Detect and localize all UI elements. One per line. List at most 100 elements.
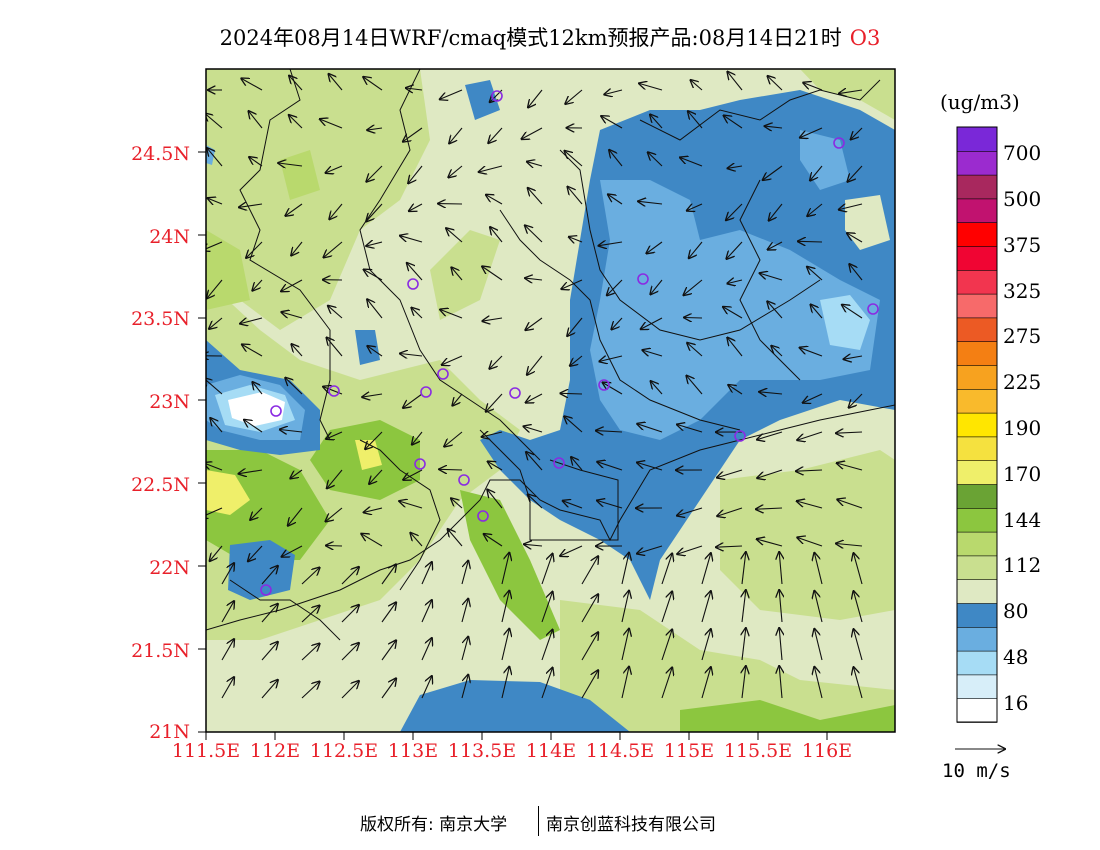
wind-arrow-icon xyxy=(461,675,468,699)
wind-arrow-icon xyxy=(796,470,823,471)
concentration-field xyxy=(206,69,895,732)
wind-arrow-icon xyxy=(488,462,503,471)
lon-tick-label: 112.5E xyxy=(309,740,379,762)
wind-arrow-icon xyxy=(581,594,598,623)
wind-arrow-icon xyxy=(412,431,423,445)
wind-arrow-icon xyxy=(797,501,823,509)
wind-arrow-icon xyxy=(261,604,278,623)
wind-arrow-icon xyxy=(406,88,423,90)
wind-arrow-icon xyxy=(814,629,823,661)
wind-arrow-icon xyxy=(661,630,672,661)
legend-label: 170 xyxy=(1003,462,1042,486)
wind-arrow-icon xyxy=(701,629,711,661)
legend-label: 375 xyxy=(1003,233,1042,257)
wind-arrow-icon xyxy=(442,355,463,365)
station-circle-icon xyxy=(734,430,746,442)
wind-arrow-icon xyxy=(854,667,863,699)
wind-arrow-icon xyxy=(490,355,503,369)
wind-arrow-icon xyxy=(814,553,823,585)
wind-arrow-icon xyxy=(206,378,223,395)
wind-arrow-icon xyxy=(742,552,746,585)
station-circle-icon xyxy=(437,368,449,380)
wind-arrow-icon xyxy=(647,241,663,253)
legend-label: 16 xyxy=(1003,691,1029,715)
wind-arrow-icon xyxy=(814,667,823,699)
wind-arrow-icon xyxy=(326,431,343,439)
footer-separator xyxy=(538,806,539,836)
wind-arrow-icon xyxy=(608,195,623,205)
wind-arrow-icon xyxy=(244,420,263,433)
legend-label: 112 xyxy=(1003,553,1042,577)
wind-arrow-icon xyxy=(768,76,783,91)
legend-label: 80 xyxy=(1003,599,1029,623)
wind-arrow-icon xyxy=(600,356,623,361)
wind-arrow-icon xyxy=(210,418,223,433)
lon-tick-label: 115.5E xyxy=(723,740,793,762)
wind-arrow-icon xyxy=(367,165,383,182)
wind-arrow-icon xyxy=(280,430,303,433)
wind-arrow-icon xyxy=(400,354,423,357)
wind-arrow-icon xyxy=(289,76,303,91)
wind-arrow-icon xyxy=(643,350,663,356)
wind-arrow-icon xyxy=(407,263,423,281)
wind-arrow-icon xyxy=(301,568,320,585)
station-circle-icon xyxy=(407,278,419,290)
wind-arrow-icon xyxy=(854,553,863,585)
wind-arrow-icon xyxy=(440,310,463,319)
wind-arrow-icon xyxy=(742,628,746,661)
wind-arrow-icon xyxy=(486,393,503,412)
wind-arrow-icon xyxy=(281,279,303,291)
wind-arrow-icon xyxy=(221,639,234,661)
wind-arrow-icon xyxy=(440,89,463,99)
lon-tick-label: 114E xyxy=(525,740,577,762)
wind-arrow-icon xyxy=(282,312,303,319)
wind-arrow-icon xyxy=(207,148,223,167)
wind-arrow-icon xyxy=(847,233,863,243)
wind-arrow-icon xyxy=(324,241,343,257)
wind-arrow-icon xyxy=(461,637,468,661)
wind-arrow-icon xyxy=(301,606,320,623)
legend-color-swatch xyxy=(956,555,998,581)
wind-arrow-icon xyxy=(814,591,823,623)
wind-arrow-icon xyxy=(501,629,509,661)
wind-arrow-icon xyxy=(301,682,320,699)
wind-arrow-icon xyxy=(526,452,543,471)
wind-arrow-icon xyxy=(301,644,320,661)
wind-arrow-icon xyxy=(839,90,863,94)
wind-arrow-icon xyxy=(526,393,543,403)
wind-arrow-icon xyxy=(562,279,583,289)
wind-arrow-icon xyxy=(479,165,503,172)
wind-arrow-icon xyxy=(439,469,463,470)
wind-arrow-icon xyxy=(779,552,782,585)
wind-arrow-icon xyxy=(596,431,623,432)
legend-color-swatch xyxy=(956,412,998,438)
wind-arrow-icon xyxy=(362,394,383,397)
wind-arrow-icon xyxy=(650,115,663,129)
legend-color-swatch xyxy=(956,697,998,723)
wind-arrow-icon xyxy=(687,376,703,395)
wind-arrow-icon xyxy=(250,507,263,520)
legend-color-swatch xyxy=(956,650,998,676)
wind-arrow-icon xyxy=(727,338,743,357)
wind-arrow-icon xyxy=(541,630,553,661)
wind-arrow-icon xyxy=(249,111,263,129)
wind-arrow-icon xyxy=(483,318,503,321)
legend-color-swatch xyxy=(956,436,998,461)
wind-arrow-icon xyxy=(367,299,383,319)
wind-arrow-icon xyxy=(409,204,423,211)
wind-arrow-icon xyxy=(567,317,583,336)
wind-arrow-icon xyxy=(381,641,396,661)
wind-arrow-icon xyxy=(210,545,223,561)
legend-color-swatch xyxy=(956,578,998,604)
wind-arrow-icon xyxy=(560,545,583,556)
wind-arrow-icon xyxy=(691,80,703,91)
wind-arrow-icon xyxy=(757,431,783,440)
wind-arrow-icon xyxy=(844,356,863,359)
legend-color-swatch xyxy=(956,293,998,319)
wind-arrow-icon xyxy=(341,567,359,585)
wind-arrow-icon xyxy=(448,529,463,547)
wind-arrow-icon xyxy=(221,563,234,585)
wind-arrow-icon xyxy=(246,241,263,258)
wind-arrow-icon xyxy=(651,279,663,294)
wind-arrow-icon xyxy=(569,237,583,242)
